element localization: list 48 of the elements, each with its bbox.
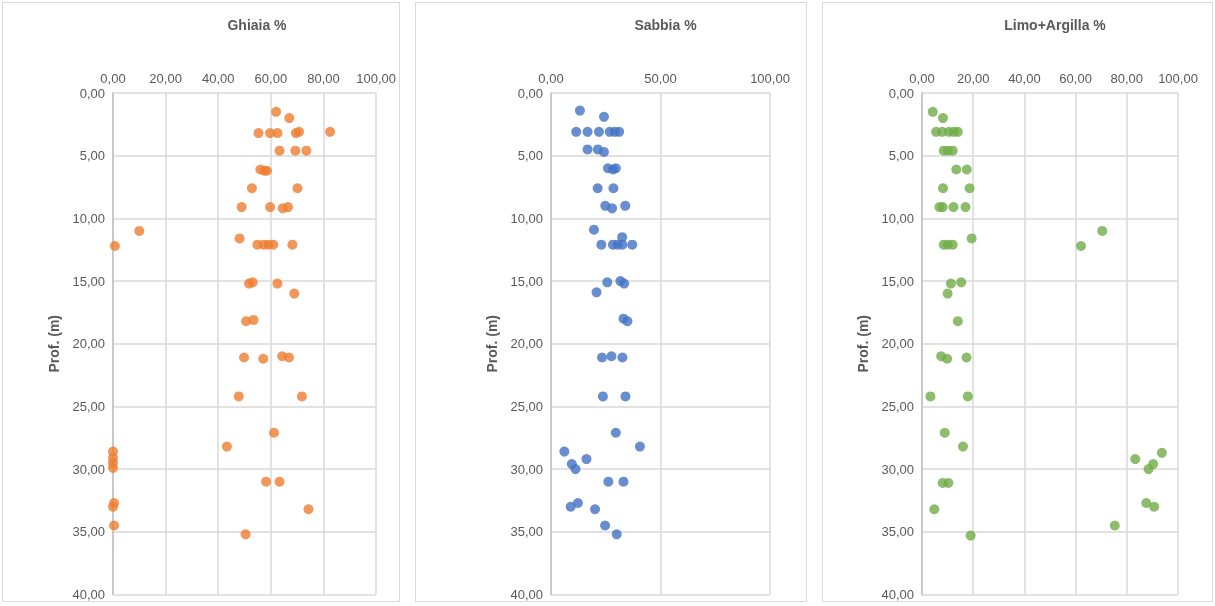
y-tick-label: 5,00 bbox=[517, 148, 543, 164]
y-tick-label: 30,00 bbox=[72, 461, 105, 477]
y-axis-title: Prof. (m) bbox=[855, 314, 871, 373]
x-tick-label: 100,00 bbox=[1158, 71, 1198, 86]
y-tick-label: 10,00 bbox=[72, 210, 105, 226]
y-tick-label: 25,00 bbox=[881, 398, 914, 414]
y-tick-label: 35,00 bbox=[510, 524, 543, 540]
y-tick-label: 30,00 bbox=[510, 461, 543, 477]
y-tick-label: 0,00 bbox=[888, 85, 914, 101]
x-tick-label: 80,00 bbox=[307, 71, 340, 86]
y-tick-label: 10,00 bbox=[881, 210, 914, 226]
y-tick-label: 0,00 bbox=[517, 85, 543, 101]
x-tick-label: 80,00 bbox=[1110, 71, 1144, 86]
y-tick-label: 40,00 bbox=[510, 587, 543, 602]
x-tick-label: 40,00 bbox=[201, 71, 235, 86]
y-tick-label: 15,00 bbox=[881, 273, 914, 289]
chart-title: Limo+Argilla % bbox=[1004, 17, 1107, 33]
y-tick-label: 30,00 bbox=[881, 461, 914, 477]
y-tick-label: 25,00 bbox=[72, 398, 105, 414]
y-tick-label: 35,00 bbox=[72, 524, 105, 540]
x-tick-label: 20,00 bbox=[956, 71, 990, 86]
y-tick-label: 20,00 bbox=[72, 336, 105, 352]
x-tick-label: 60,00 bbox=[254, 71, 288, 86]
x-tick-label: 0,00 bbox=[100, 71, 126, 86]
y-axis-title: Prof. (m) bbox=[484, 314, 500, 373]
x-tick-label: 0,00 bbox=[909, 71, 935, 86]
chart-title: Ghiaia % bbox=[227, 17, 288, 33]
y-tick-label: 15,00 bbox=[72, 273, 105, 289]
x-tick-label: 0,00 bbox=[538, 71, 564, 86]
y-tick-label: 10,00 bbox=[510, 210, 543, 226]
y-tick-label: 20,00 bbox=[881, 336, 914, 352]
chart-title: Sabbia % bbox=[634, 17, 698, 33]
x-tick-label: 20,00 bbox=[149, 71, 182, 86]
y-tick-label: 0,00 bbox=[79, 85, 105, 101]
y-tick-label: 35,00 bbox=[881, 524, 914, 540]
x-tick-label: 100,00 bbox=[356, 71, 396, 86]
x-tick-label: 60,00 bbox=[1059, 71, 1092, 86]
y-tick-label: 40,00 bbox=[72, 587, 105, 602]
x-tick-label: 40,00 bbox=[1008, 71, 1041, 86]
x-tick-label: 100,00 bbox=[750, 71, 790, 86]
y-tick-label: 15,00 bbox=[510, 273, 543, 289]
y-tick-label: 5,00 bbox=[888, 148, 914, 164]
x-tick-label: 50,00 bbox=[644, 71, 677, 86]
y-tick-label: 25,00 bbox=[510, 398, 543, 414]
y-tick-label: 40,00 bbox=[881, 587, 914, 602]
y-tick-label: 5,00 bbox=[79, 148, 105, 164]
y-axis-title: Prof. (m) bbox=[46, 314, 62, 373]
y-tick-label: 20,00 bbox=[510, 336, 543, 352]
